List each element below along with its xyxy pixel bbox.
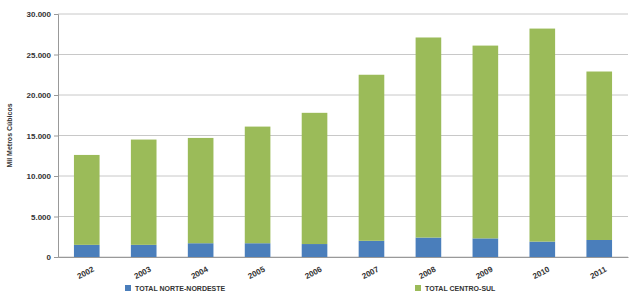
bar [359,75,385,241]
tick: 2006 [304,257,324,281]
tick: 2007 [360,257,380,281]
bar [74,245,100,257]
legend: TOTAL NORTE-NORDESTE TOTAL CENTRO-SUL [125,285,496,292]
tick: 2003 [133,257,153,281]
tick: 30.000 [27,10,58,19]
plot: 0 5.000 10.000 15.000 20.000 25.000 30.000 2002… [27,10,629,281]
tick: 2002 [76,257,96,281]
tick: 15.000 [27,132,58,141]
axis-line [54,15,59,258]
tick-label: 2011 [589,265,609,281]
bar [586,240,612,257]
tick-label: 2003 [133,265,153,282]
bar [529,242,555,257]
tick-mark [54,95,58,96]
tick: 10.000 [27,172,58,181]
y-axis: 0 5.000 10.000 15.000 20.000 25.000 30.000 [27,10,59,262]
tick: 5.000 [31,213,58,222]
tick-label: 30.000 [27,10,52,19]
legend-label: TOTAL NORTE-NORDESTE [135,285,226,292]
tick: 2009 [474,257,494,281]
bar [188,138,214,243]
tick-mark [54,217,58,218]
bar [416,238,442,257]
tick-label: 10.000 [27,172,52,181]
chart: 0 5.000 10.000 15.000 20.000 25.000 30.000 2002… [0,0,638,301]
bar [416,37,442,237]
bar [302,113,328,244]
bar [359,241,385,257]
bar [586,72,612,240]
tick-mark [54,14,58,15]
tick-label: 25.000 [27,51,52,60]
bar [473,238,499,257]
axis-line [59,257,629,258]
tick-mark [54,55,58,56]
legend-key [125,285,131,291]
tick: 2011 [589,257,609,281]
bar [245,243,271,257]
bar [131,245,157,257]
grid-line [58,14,628,15]
tick: 0 [47,253,58,262]
tick-label: 2002 [76,265,96,282]
tick-label: 5.000 [31,213,52,222]
grid [58,14,628,257]
tick-label: 2004 [190,265,210,282]
tick-label: 2008 [417,265,437,282]
tick-mark [54,136,58,137]
tick: 2004 [190,257,210,281]
legend-key [415,285,421,291]
tick-label: 20.000 [27,91,52,100]
bar [131,140,157,245]
tick-label: 2007 [360,265,380,282]
bar [74,155,100,245]
legend-label: TOTAL CENTRO-SUL [425,285,496,292]
tick-label: 15.000 [27,132,52,141]
tick: 2008 [417,257,437,281]
bar [245,127,271,244]
axis-title: Mil Metros Cúbicos [6,103,13,167]
tick-label: 2009 [474,265,494,282]
tick: 25.000 [27,51,58,60]
tick-label: 2010 [531,265,551,282]
tick-mark [54,257,58,258]
tick-label: 0 [47,253,52,262]
tick-label: 2005 [247,265,267,282]
tick: 2005 [247,257,267,281]
series [74,29,612,245]
tick-mark [54,176,58,177]
bar [473,46,499,239]
bar [529,29,555,242]
tick: 2010 [531,257,551,281]
bar [188,243,214,257]
tick-label: 2006 [304,265,324,282]
bars [74,29,612,257]
x-axis: 2002 2003 2004 2005 2006 2007 2008 2009 2010 2011 [59,257,629,281]
bar [302,244,328,257]
tick: 20.000 [27,91,58,100]
